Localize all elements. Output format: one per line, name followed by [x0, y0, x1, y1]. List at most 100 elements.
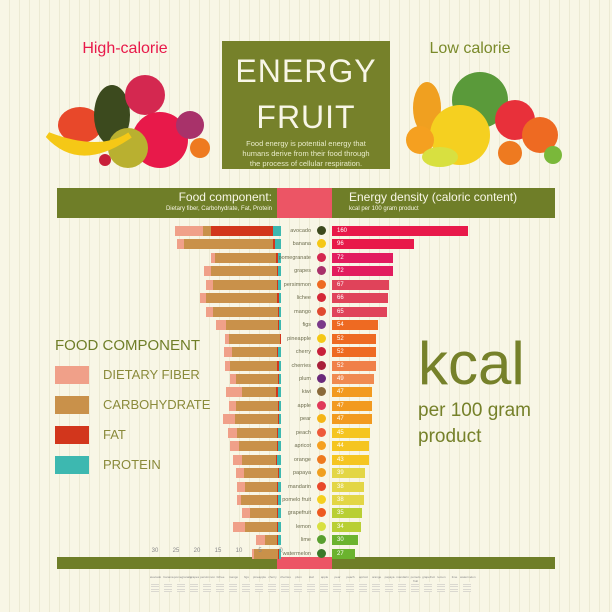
energy-value: 52 [337, 349, 344, 356]
fruit-name: cherry [295, 349, 311, 356]
table-cell-lines [346, 582, 354, 592]
fat-bar [278, 373, 280, 384]
carb-bar [236, 373, 279, 384]
fruit-icon [317, 427, 326, 437]
header-band: Food component: Dietary fiber, Carbohydr… [57, 188, 555, 218]
energy-bar [332, 387, 372, 398]
energy-density-subtitle: kcal per 100 gram product [349, 206, 419, 212]
title-box: ENERGY FRUIT Food energy is potential en… [222, 41, 390, 169]
table-column-header: grapefruit [422, 575, 435, 579]
fat-bar [275, 252, 279, 263]
table-cell-lines [320, 582, 328, 592]
protein-bar [277, 441, 281, 452]
fruit-icon [317, 293, 326, 303]
protein-bar [278, 508, 281, 519]
protein-bar [280, 333, 281, 344]
energy-bar [332, 521, 361, 532]
low-calorie-label: Low calorie [429, 40, 511, 57]
energy-bar [332, 548, 355, 559]
carb-bar [214, 252, 276, 263]
fat-bar [277, 279, 279, 290]
table-cell-lines [255, 582, 263, 592]
fruit-name: persimmon [283, 281, 311, 288]
energy-value: 96 [337, 241, 344, 248]
high-calorie-label: High-calorie [82, 40, 168, 57]
fruit-icon [317, 306, 326, 316]
carb-bar [243, 468, 279, 479]
table-column-header: peach [346, 575, 355, 579]
protein-bar [277, 481, 281, 492]
fruit-name: lime [300, 537, 311, 544]
energy-value: 47 [337, 416, 344, 423]
fiber-bar [242, 508, 250, 519]
table-column-header: apple [320, 575, 329, 579]
fruit-icon [317, 266, 326, 276]
legend-label: FAT [103, 427, 126, 442]
energy-bar [332, 441, 370, 452]
table-cell-lines [203, 582, 211, 592]
fruit-name: pomelo fruit [282, 497, 311, 503]
fruit-icon [317, 360, 326, 370]
fruit-icon [317, 548, 326, 558]
axis-tick: 10 [235, 548, 243, 554]
fruit-icon [317, 347, 326, 357]
fat-bar [210, 226, 273, 236]
fiber-bar [224, 347, 232, 358]
table-cell-lines [385, 582, 393, 592]
protein-bar [278, 548, 281, 559]
carb-bar [184, 239, 274, 250]
food-component-subtitle: Dietary fiber, Carbohydrate, Fat, Protei… [165, 206, 272, 212]
energy-value: 43 [337, 456, 344, 463]
title-line-1: ENERGY [235, 53, 377, 89]
energy-value: 38 [337, 483, 344, 490]
table-cell-lines [229, 582, 237, 592]
carb-bar [239, 441, 277, 452]
table-column-header: kiwi [309, 575, 314, 579]
energy-bar [332, 320, 378, 331]
table-cell-lines [463, 582, 471, 592]
carb-bar [234, 414, 279, 425]
fruit-icon [317, 252, 326, 262]
fiber-bar [237, 481, 246, 492]
axis-tick: 15 [214, 548, 222, 554]
energy-bar [332, 468, 366, 479]
table-cell-lines [177, 582, 185, 592]
axis-tick: 5 [258, 548, 262, 554]
fruit-icon [317, 468, 326, 478]
table-cell-lines [424, 582, 432, 592]
protein-bar [279, 400, 281, 411]
carb-bar [213, 306, 278, 317]
fruit-icon [317, 239, 326, 249]
fiber-bar [233, 521, 245, 532]
title-line-2: FRUIT [256, 99, 356, 135]
fruit-name: pomegranate [278, 254, 311, 261]
fruit-name: peach [296, 429, 311, 436]
table-column-header: lemon [437, 575, 446, 579]
per-100-gram-label: per 100 gram product [418, 400, 532, 447]
fruit-icon [317, 441, 326, 451]
fiber-bar [228, 427, 237, 438]
fiber-bar [233, 454, 243, 465]
table-column-header: figs [244, 575, 249, 579]
axis-tick: 0 [279, 548, 283, 554]
energy-bar [332, 400, 372, 411]
fruit-name: watermelon [282, 550, 311, 557]
fiber-bar [205, 306, 214, 317]
fiber-bar [252, 548, 254, 559]
table-cell-lines [294, 582, 302, 592]
fruit-icon [317, 481, 326, 491]
axis-tick: 20 [193, 548, 201, 554]
carb-bar [212, 279, 278, 290]
table-cell-lines [190, 582, 198, 592]
protein-bar [278, 360, 281, 371]
fruit-name: lemon [296, 523, 311, 530]
energy-bar [332, 414, 372, 425]
table-column-header: grapes [189, 575, 200, 579]
fiber-bar [228, 400, 237, 411]
fruit-icon [317, 508, 326, 518]
table-cell-lines [268, 582, 276, 592]
energy-bar [332, 373, 374, 384]
fruit-name: apricot [294, 443, 311, 450]
energy-value: 34 [337, 523, 344, 530]
fat-bar [276, 266, 279, 277]
